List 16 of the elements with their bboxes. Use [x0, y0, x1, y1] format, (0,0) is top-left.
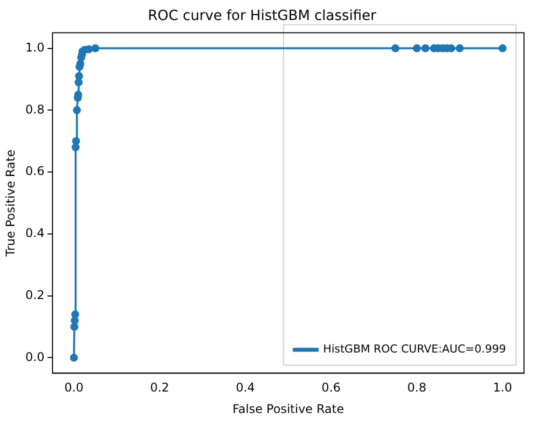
- y-tick-label: 0.6: [25, 164, 44, 178]
- x-tick-label: 1.0: [493, 380, 512, 395]
- y-tick-label: 0.2: [25, 288, 44, 302]
- x-tick-label: 0.8: [407, 380, 426, 395]
- y-tick-label: 1.0: [25, 40, 44, 54]
- x-axis-title: False Positive Rate: [232, 402, 344, 416]
- y-tick-label: 0.0: [25, 350, 44, 364]
- x-tick-label: 0.0: [64, 380, 84, 395]
- x-tick-label: 0.2: [150, 380, 170, 395]
- y-tick-label: 0.8: [25, 102, 44, 116]
- y-axis-title: True Positive Rate: [3, 150, 18, 258]
- legend-label: HistGBM ROC CURVE:AUC=0.999: [323, 342, 506, 356]
- x-tick-label: 0.4: [236, 380, 255, 395]
- chart-title: ROC curve for HistGBM classifier: [148, 8, 376, 24]
- y-tick-label: 0.4: [25, 226, 44, 240]
- x-tick-label: 0.6: [322, 380, 341, 395]
